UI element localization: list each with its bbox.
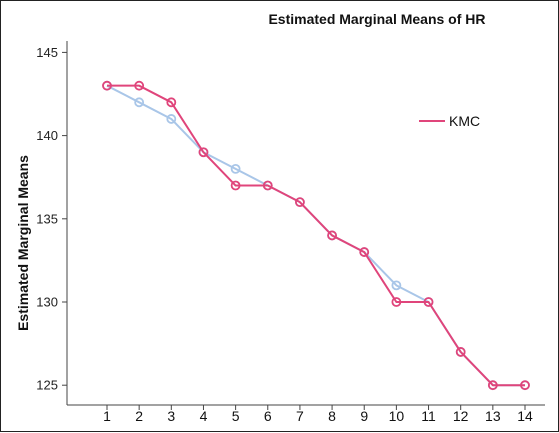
data-point xyxy=(520,380,530,391)
chart-title: Estimated Marginal Means of HR xyxy=(268,11,485,27)
data-point xyxy=(327,230,337,241)
x-tick-label: 11 xyxy=(421,408,436,424)
legend-label-kmc: KMC xyxy=(449,113,480,129)
data-point xyxy=(198,147,209,158)
legend: KMC xyxy=(419,113,480,129)
x-tick-label: 5 xyxy=(232,408,240,424)
series-line xyxy=(107,84,525,387)
y-tick-label: 130 xyxy=(36,295,58,310)
y-tick-label: 125 xyxy=(36,378,58,393)
data-point xyxy=(455,347,466,357)
data-point xyxy=(359,247,370,257)
x-tick-label: 2 xyxy=(135,408,143,424)
y-ticks: 125 130 135 140 145 xyxy=(36,45,67,393)
x-ticks: 1 2 3 4 5 6 7 8 9 10 11 12 13 14 xyxy=(103,405,533,424)
y-tick-label: 145 xyxy=(36,45,58,60)
data-point xyxy=(423,297,434,307)
y-axis-label: Estimated Marginal Means xyxy=(15,155,31,331)
x-tick-label: 10 xyxy=(389,408,405,424)
data-point xyxy=(391,297,402,307)
data-point xyxy=(487,380,498,391)
data-point xyxy=(391,280,402,291)
data-point xyxy=(166,97,177,108)
x-tick-label: 12 xyxy=(453,408,469,424)
x-tick-label: 8 xyxy=(328,408,336,424)
data-point xyxy=(166,114,177,124)
series-layer xyxy=(102,80,530,391)
x-tick-label: 14 xyxy=(517,408,533,424)
x-tick-label: 6 xyxy=(264,408,272,424)
data-point xyxy=(295,197,305,208)
data-point xyxy=(262,180,273,191)
data-point xyxy=(230,180,241,191)
data-point xyxy=(134,80,145,91)
data-point xyxy=(230,163,241,174)
y-tick-label: 135 xyxy=(36,211,58,226)
y-tick-label: 140 xyxy=(36,128,58,143)
data-point xyxy=(134,97,145,108)
x-tick-label: 4 xyxy=(200,408,208,424)
x-tick-label: 1 xyxy=(103,408,111,424)
series-line xyxy=(106,84,525,387)
series-2 xyxy=(102,80,530,391)
x-tick-label: 13 xyxy=(485,408,501,424)
data-point xyxy=(102,80,112,91)
x-tick-label: 9 xyxy=(360,408,368,424)
x-tick-label: 3 xyxy=(167,408,175,424)
x-tick-label: 7 xyxy=(296,408,304,424)
